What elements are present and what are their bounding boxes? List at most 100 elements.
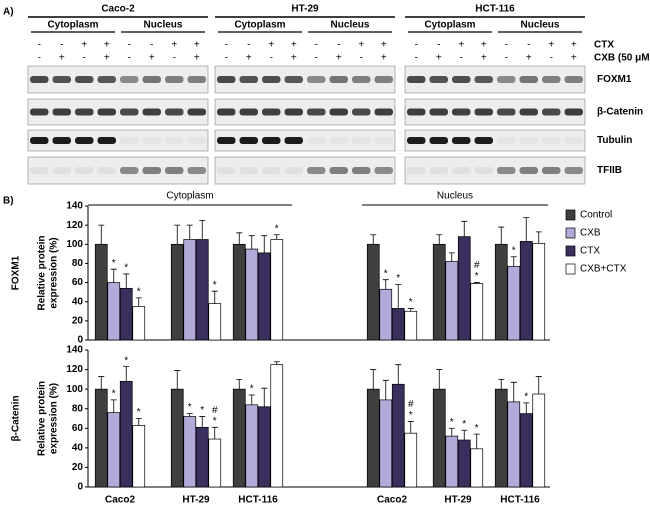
blot [404, 156, 586, 185]
legend-label: CTX [580, 246, 600, 257]
band [307, 167, 326, 174]
treatment-sign: + [548, 40, 554, 51]
band [429, 108, 448, 116]
y-axis-label: expression (%) [49, 383, 60, 454]
treatment-sign: + [381, 40, 387, 51]
band [30, 108, 49, 116]
treatment-sign: - [527, 40, 530, 51]
blot [27, 156, 209, 185]
y-tick-label: 20 [72, 462, 84, 473]
bar [119, 287, 133, 341]
error-bar [211, 290, 218, 304]
y-tick-label: 60 [72, 277, 84, 288]
band [142, 76, 161, 83]
bar [119, 380, 133, 488]
treatment-sign: - [150, 40, 153, 51]
y-tick-label: 140 [66, 201, 83, 212]
treatment-sign: - [247, 40, 250, 51]
band [542, 108, 561, 116]
band [75, 76, 94, 83]
bar [391, 308, 405, 341]
treatment-sign: - [38, 53, 41, 64]
band [374, 76, 393, 83]
bar [107, 412, 121, 488]
x-tick-label: Caco2 [105, 495, 135, 506]
significance-mark: # [212, 405, 218, 416]
bar [445, 261, 459, 341]
band [52, 76, 71, 83]
band [429, 76, 448, 83]
treatment-sign: + [59, 53, 65, 64]
error-bar [461, 429, 468, 441]
significance-mark: * [384, 268, 388, 279]
error-bar [395, 364, 402, 385]
bar [470, 283, 484, 341]
band [120, 137, 139, 144]
legend-label: CXB [580, 228, 601, 239]
error-bar [370, 234, 377, 245]
band [262, 137, 281, 144]
band [474, 167, 493, 174]
error-bar [382, 379, 389, 400]
bar [432, 388, 446, 488]
band [407, 76, 426, 83]
bar [183, 239, 197, 341]
band [497, 137, 516, 144]
fraction-label: Nucleus [144, 20, 183, 31]
treatment-sign: - [38, 40, 41, 51]
bar [457, 236, 471, 341]
band [284, 167, 303, 174]
band [97, 167, 116, 174]
band [519, 108, 538, 116]
band [307, 108, 326, 116]
bar [404, 432, 418, 488]
error-bar [261, 235, 268, 253]
band [52, 108, 71, 116]
bar [208, 438, 222, 488]
significance-mark: * [137, 287, 141, 298]
band [284, 76, 303, 83]
error-bar [510, 381, 517, 402]
treatment-sign: - [173, 53, 176, 64]
error-bar [110, 268, 117, 283]
band [52, 167, 71, 174]
bar [379, 399, 393, 488]
cell-line-label: HCT-116 [475, 4, 515, 15]
significance-mark: * [450, 417, 454, 428]
band [307, 137, 326, 144]
treatment-sign: + [571, 40, 577, 51]
band [564, 137, 583, 144]
treatment-sign: - [128, 40, 131, 51]
y-tick-label: 40 [72, 442, 84, 453]
treatment-sign: - [225, 53, 228, 64]
bar [519, 241, 533, 341]
blot [404, 129, 586, 152]
bar [391, 383, 405, 488]
band [262, 167, 281, 174]
treatment-sign: - [60, 40, 63, 51]
bar [404, 310, 418, 341]
treatment-sign: + [291, 53, 297, 64]
treatment-sign: + [481, 40, 487, 51]
treatment-sign: - [315, 40, 318, 51]
band [519, 137, 538, 144]
treatment-sign: - [460, 53, 463, 64]
error-bar [461, 220, 468, 237]
error-bar [473, 282, 480, 284]
section-label: Nucleus [437, 191, 473, 202]
band [519, 167, 538, 174]
significance-mark: * [250, 384, 254, 395]
band [165, 108, 184, 116]
bar [519, 413, 533, 488]
band [97, 76, 116, 83]
band [217, 137, 236, 144]
error-bar [273, 234, 280, 240]
band [542, 137, 561, 144]
y-axis-label: expression (%) [49, 237, 60, 308]
treatment-sign: + [291, 40, 297, 51]
error-bar [135, 297, 142, 307]
significance-mark: * [462, 419, 466, 430]
band [474, 76, 493, 83]
bar [494, 388, 508, 488]
error-bar [186, 224, 193, 240]
